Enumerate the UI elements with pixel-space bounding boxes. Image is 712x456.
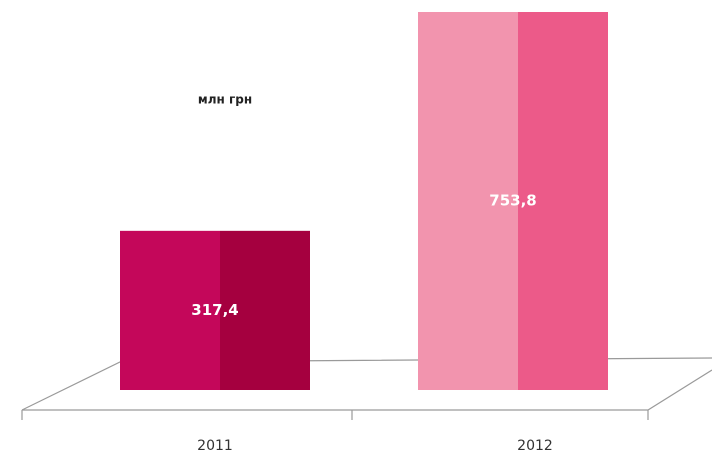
value-label: 753,8: [489, 192, 536, 210]
unit-label: млн грн: [198, 93, 252, 107]
bar-side: [220, 230, 310, 390]
bar: [120, 230, 310, 390]
bar-side: [518, 12, 608, 390]
bar-front: [418, 12, 518, 390]
x-tick-label: 2012: [517, 438, 553, 454]
value-label: 317,4: [191, 301, 238, 319]
bar-front: [120, 230, 220, 390]
x-tick-label: 2011: [197, 438, 233, 454]
bar: [418, 12, 608, 390]
